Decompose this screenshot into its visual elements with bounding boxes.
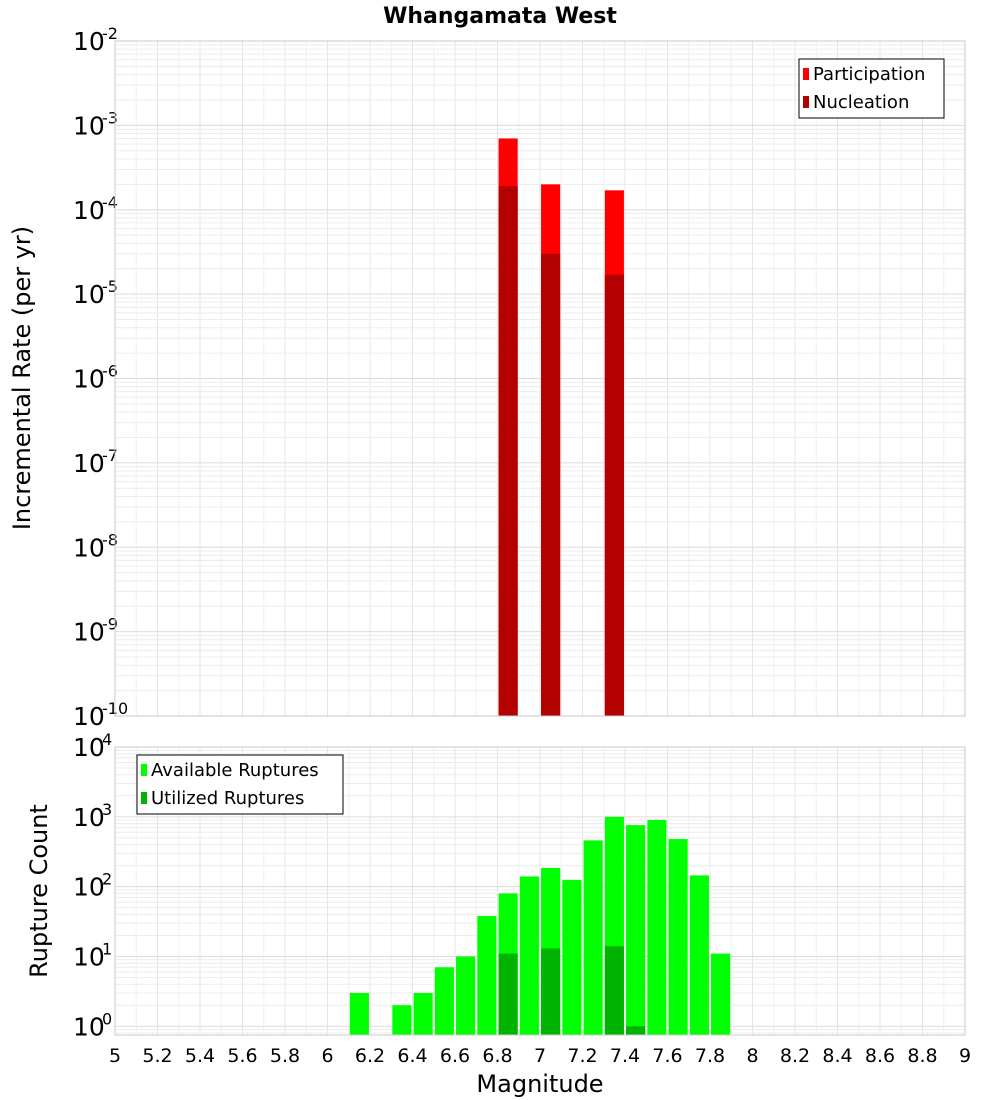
x-tick-label: 6 <box>321 1045 333 1067</box>
y-tick-exponent: 1 <box>102 939 112 958</box>
legend-swatch <box>141 764 147 776</box>
y-tick-label: 10 <box>73 365 105 394</box>
bar-available-ruptures <box>413 992 433 1035</box>
x-tick-label: 5.8 <box>270 1045 300 1067</box>
y-tick-label: 10 <box>73 618 105 647</box>
x-tick-label: 8.2 <box>780 1045 810 1067</box>
legend-label: Available Ruptures <box>151 760 319 781</box>
y-tick-label: 10 <box>73 27 105 56</box>
x-tick-label: 9 <box>959 1045 971 1067</box>
y-tick-label: 10 <box>73 942 105 971</box>
chart-title: Whangamata West <box>383 4 617 29</box>
y-tick-exponent: 4 <box>102 730 112 749</box>
x-tick-label: 6.6 <box>440 1045 470 1067</box>
y-tick-exponent: 3 <box>102 800 112 819</box>
x-tick-label: 7 <box>534 1045 546 1067</box>
x-tick-label: 8.8 <box>907 1045 937 1067</box>
x-tick-label: 5 <box>109 1045 121 1067</box>
plot-frame <box>114 746 966 1036</box>
bar-available-ruptures <box>392 1005 412 1035</box>
bar-utilized-ruptures <box>626 1026 646 1035</box>
legend-box <box>136 754 344 815</box>
y-tick-exponent: 2 <box>102 870 112 889</box>
y-tick-label: 10 <box>73 111 105 140</box>
bar-utilized-ruptures <box>604 946 624 1035</box>
y-tick-exponent: -4 <box>102 193 118 212</box>
y-tick-label: 10 <box>73 702 105 731</box>
bar-available-ruptures <box>519 876 539 1035</box>
x-tick-label: 7.4 <box>610 1045 640 1067</box>
bar-available-ruptures <box>583 840 603 1035</box>
bar-available-ruptures <box>434 967 454 1035</box>
bar-available-ruptures <box>349 992 369 1035</box>
bars <box>349 816 731 1035</box>
grid-lines <box>114 41 966 717</box>
x-axis-label: Magnitude <box>476 1070 603 1098</box>
x-tick-label: 5.4 <box>185 1045 215 1067</box>
x-tick-label: 6.2 <box>355 1045 385 1067</box>
y-tick-label: 10 <box>73 449 105 478</box>
bar-utilized-ruptures <box>498 953 518 1035</box>
y-axis-label: Incremental Rate (per yr) <box>8 226 36 530</box>
y-tick-label: 10 <box>73 733 105 762</box>
bar-available-ruptures <box>689 875 709 1035</box>
y-tick-label: 10 <box>73 873 105 902</box>
x-tick-label: 7.6 <box>652 1045 682 1067</box>
x-tick-label: 8.6 <box>865 1045 895 1067</box>
x-tick-label: 6.4 <box>397 1045 427 1067</box>
bar-nucleation <box>604 274 624 716</box>
y-tick-exponent: -7 <box>102 446 118 465</box>
bar-available-ruptures <box>647 820 667 1035</box>
legend-swatch <box>141 792 147 804</box>
x-tick-labels: 5 5.2 5.4 5.6 5.8 6 6.2 6.4 6.6 6.8 7 7.2 7.4 7.6 7.8 8… <box>109 1045 971 1067</box>
bar-nucleation <box>498 186 518 716</box>
bars <box>498 138 624 717</box>
y-tick-exponent: -5 <box>102 277 118 296</box>
x-tick-label: 5.2 <box>142 1045 172 1067</box>
bar-available-ruptures <box>477 915 497 1035</box>
x-tick-label: 7.8 <box>695 1045 725 1067</box>
y-tick-label: 10 <box>73 1012 105 1041</box>
bar-utilized-ruptures <box>541 948 561 1035</box>
y-axis-label: Rupture Count <box>25 804 53 978</box>
legend-box <box>798 58 945 119</box>
y-tick-exponent: -9 <box>102 615 118 634</box>
y-tick-label: 10 <box>73 280 105 309</box>
legend-label: Participation <box>813 64 925 85</box>
x-tick-label: 6.8 <box>482 1045 512 1067</box>
bar-available-ruptures <box>562 879 582 1035</box>
x-tick-label: 8 <box>746 1045 758 1067</box>
legend-swatch <box>803 68 809 80</box>
y-tick-label: 10 <box>73 533 105 562</box>
x-tick-label: 5.6 <box>227 1045 257 1067</box>
legend-swatch <box>803 96 809 108</box>
bar-available-ruptures <box>668 839 688 1035</box>
bar-available-ruptures <box>626 825 646 1035</box>
plot-frame <box>114 40 966 717</box>
y-tick-label: 10 <box>73 803 105 832</box>
legend: Participation Nucleation <box>798 58 945 119</box>
y-tick-exponent: -6 <box>102 362 118 381</box>
bar-nucleation <box>541 253 561 716</box>
bar-available-ruptures <box>456 956 476 1035</box>
y-tick-exponent: -3 <box>102 108 118 127</box>
y-tick-exponent: -8 <box>102 530 118 549</box>
bar-available-ruptures <box>711 953 731 1035</box>
y-tick-exponent: 0 <box>102 1009 112 1028</box>
x-tick-label: 7.2 <box>567 1045 597 1067</box>
legend: Available Ruptures Utilized Ruptures <box>136 754 344 815</box>
x-tick-label: 8.4 <box>822 1045 852 1067</box>
y-tick-label: 10 <box>73 196 105 225</box>
legend-label: Nucleation <box>813 92 909 113</box>
top-panel-rate: 10-1010-910-810-710-610-510-410-310-2Inc… <box>8 24 966 731</box>
y-tick-exponent: -2 <box>102 24 118 43</box>
legend-label: Utilized Ruptures <box>151 788 304 809</box>
